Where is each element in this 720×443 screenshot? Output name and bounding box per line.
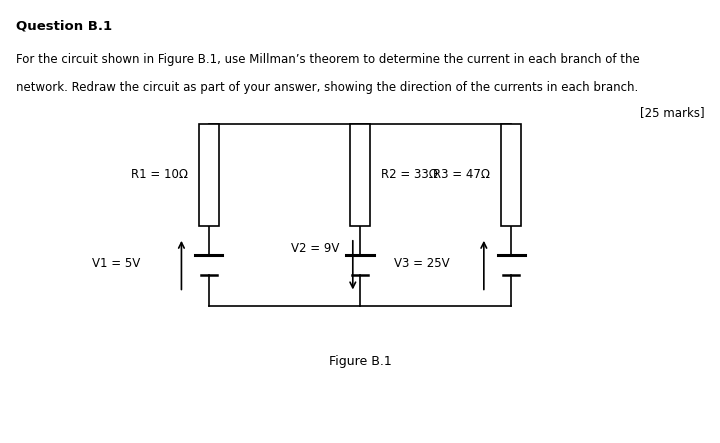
Text: [25 marks]: [25 marks]: [639, 106, 704, 119]
Text: V1 = 5V: V1 = 5V: [92, 257, 140, 270]
Text: For the circuit shown in Figure B.1, use Millman’s theorem to determine the curr: For the circuit shown in Figure B.1, use…: [16, 53, 639, 66]
Text: Figure B.1: Figure B.1: [328, 354, 392, 368]
Bar: [350, 124, 370, 226]
Text: V3 = 25V: V3 = 25V: [395, 257, 450, 270]
Text: R1 = 10Ω: R1 = 10Ω: [131, 168, 188, 182]
Text: R3 = 47Ω: R3 = 47Ω: [433, 168, 490, 182]
Text: network. Redraw the circuit as part of your answer, showing the direction of the: network. Redraw the circuit as part of y…: [16, 81, 638, 93]
Text: V2 = 9V: V2 = 9V: [291, 242, 339, 255]
Bar: [501, 124, 521, 226]
Text: R2 = 33Ω: R2 = 33Ω: [381, 168, 438, 182]
Text: Question B.1: Question B.1: [16, 20, 112, 33]
Bar: [199, 124, 219, 226]
